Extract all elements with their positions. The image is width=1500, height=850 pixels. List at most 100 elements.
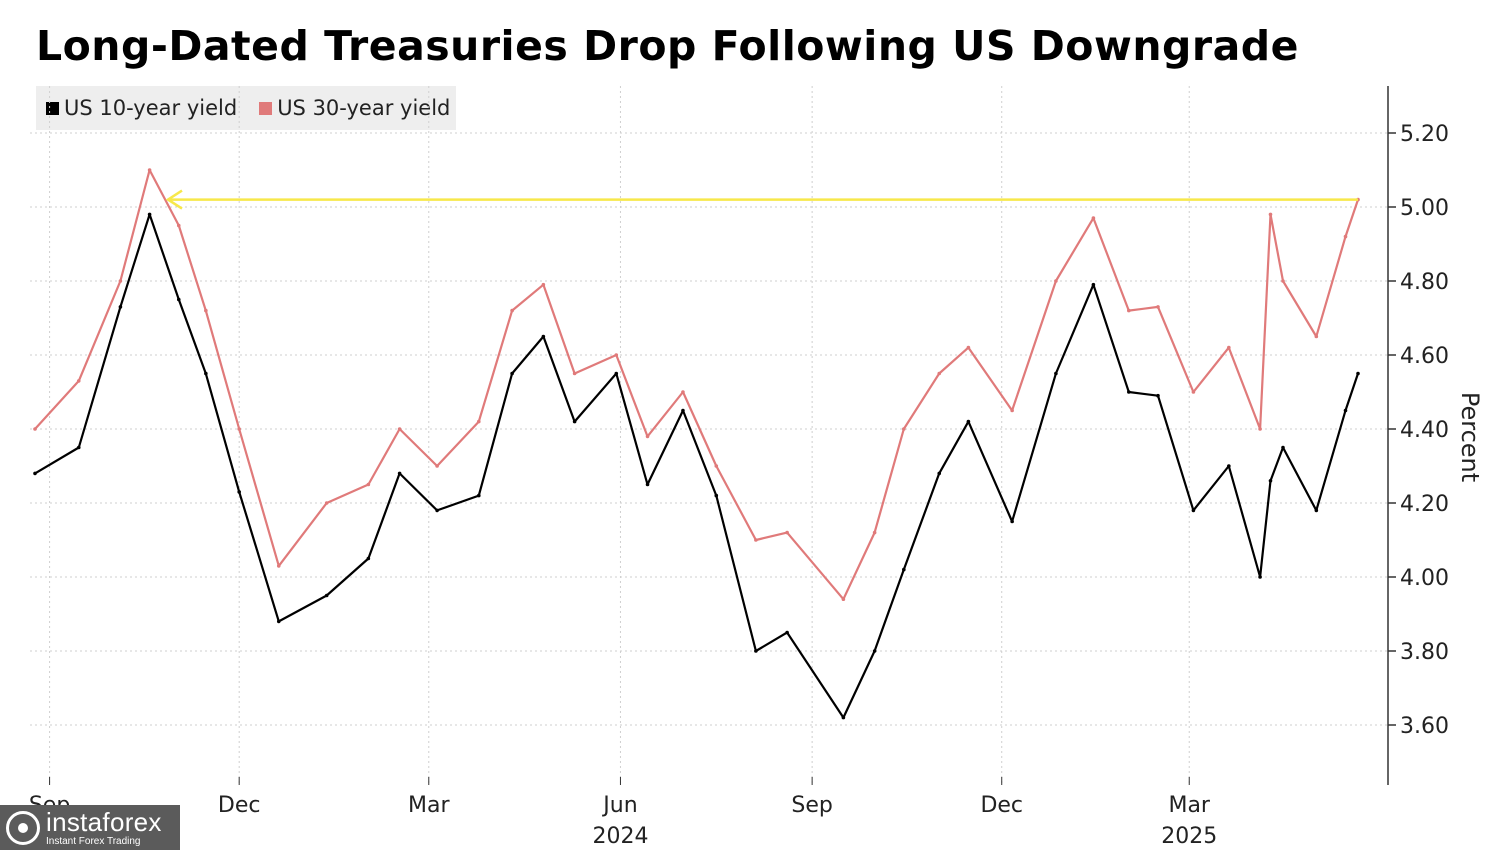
data-point-10y bbox=[76, 445, 81, 450]
y-tick-label: 4.40 bbox=[1400, 418, 1449, 443]
data-point-10y bbox=[1054, 371, 1058, 376]
data-point-30y bbox=[572, 371, 577, 376]
y-tick-label: 3.80 bbox=[1400, 640, 1449, 665]
data-point-30y bbox=[397, 427, 402, 431]
data-point-10y bbox=[681, 408, 685, 413]
data-point-30y bbox=[1127, 308, 1131, 313]
data-point-30y bbox=[118, 279, 123, 283]
series-line-30y bbox=[33, 168, 1360, 601]
data-point-10y bbox=[147, 212, 152, 217]
data-point-30y bbox=[754, 538, 758, 542]
data-point-30y bbox=[872, 530, 877, 535]
data-point-30y bbox=[902, 427, 906, 431]
data-point-30y bbox=[1343, 234, 1348, 239]
legend-item-10y: US 10-year yield bbox=[46, 96, 237, 120]
data-point-10y bbox=[1010, 519, 1014, 524]
data-point-30y bbox=[1281, 279, 1285, 283]
data-point-10y bbox=[510, 371, 514, 376]
data-point-30y bbox=[1191, 390, 1196, 394]
data-point-10y bbox=[176, 297, 181, 302]
data-point-30y bbox=[1258, 427, 1262, 431]
watermark-tagline: Instant Forex Trading bbox=[46, 835, 141, 847]
data-point-10y bbox=[872, 649, 877, 653]
watermark: instaforex Instant Forex Trading bbox=[0, 805, 180, 850]
grid bbox=[30, 86, 1388, 785]
data-point-10y bbox=[785, 630, 789, 635]
data-point-10y bbox=[1191, 508, 1196, 513]
data-point-30y bbox=[937, 371, 942, 376]
data-point-10y bbox=[204, 371, 208, 376]
x-axis: SepDecMarJunSepDecMar20242025 bbox=[29, 777, 1217, 849]
x-tick-label: Mar bbox=[1168, 793, 1210, 818]
data-point-30y bbox=[510, 308, 514, 313]
series-layer bbox=[33, 168, 1360, 720]
data-point-30y bbox=[714, 464, 719, 468]
data-point-10y bbox=[1258, 575, 1262, 579]
chart-title: Long-Dated Treasuries Drop Following US … bbox=[36, 22, 1299, 70]
data-point-30y bbox=[1156, 305, 1160, 309]
data-point-10y bbox=[397, 471, 402, 476]
data-point-10y bbox=[276, 619, 281, 624]
data-point-30y bbox=[1054, 279, 1058, 283]
x-tick-label: Jun bbox=[601, 793, 637, 818]
data-point-30y bbox=[1227, 345, 1231, 350]
legend-item-30y: US 30-year yield bbox=[259, 96, 450, 120]
data-point-10y bbox=[1356, 371, 1360, 376]
y-tick-label: 5.00 bbox=[1400, 196, 1449, 221]
data-point-10y bbox=[1156, 393, 1160, 398]
annotation-arrowhead bbox=[165, 189, 183, 210]
data-point-30y bbox=[76, 379, 81, 383]
y-axis: 3.60 3.80 4.00 4.20 4.40 4.60 4.80 5.00 5.20 Perc… bbox=[1387, 86, 1484, 785]
data-point-10y bbox=[366, 556, 371, 561]
data-point-10y bbox=[541, 334, 546, 339]
data-point-10y bbox=[1268, 479, 1273, 483]
data-point-10y bbox=[902, 567, 906, 572]
data-point-30y bbox=[1314, 334, 1319, 339]
series-line-10y bbox=[33, 213, 1360, 719]
data-point-10y bbox=[841, 715, 846, 720]
y-axis-title: Percent bbox=[1456, 392, 1484, 482]
data-point-30y bbox=[645, 434, 650, 439]
y-tick-label: 4.60 bbox=[1400, 344, 1449, 369]
data-point-10y bbox=[614, 371, 619, 376]
legend: US 10-year yield US 30-year yield bbox=[36, 86, 456, 130]
x-tick-label: Dec bbox=[980, 793, 1023, 818]
x-year-label: 2024 bbox=[592, 824, 648, 849]
y-tick-label: 4.80 bbox=[1400, 270, 1449, 295]
data-point-30y bbox=[324, 501, 329, 505]
data-point-10y bbox=[1314, 508, 1319, 513]
data-point-10y bbox=[324, 593, 329, 598]
y-tick-label: 4.20 bbox=[1400, 492, 1449, 517]
y-tick-label: 5.20 bbox=[1400, 122, 1449, 147]
data-point-30y bbox=[966, 345, 971, 350]
data-point-30y bbox=[435, 464, 439, 468]
data-point-10y bbox=[118, 305, 123, 309]
legend-label-10y: US 10-year yield bbox=[64, 96, 238, 120]
data-point-10y bbox=[966, 419, 971, 424]
x-tick-label: Dec bbox=[218, 793, 261, 818]
data-point-10y bbox=[1343, 408, 1348, 413]
y-tick-label: 4.00 bbox=[1400, 566, 1449, 591]
data-point-10y bbox=[572, 419, 577, 424]
data-point-10y bbox=[33, 471, 37, 476]
x-tick-label: Sep bbox=[791, 793, 832, 818]
data-point-30y bbox=[366, 482, 371, 487]
data-point-30y bbox=[541, 282, 546, 287]
data-point-30y bbox=[1091, 216, 1096, 220]
data-point-30y bbox=[841, 597, 846, 601]
data-point-10y bbox=[937, 471, 942, 476]
data-point-10y bbox=[476, 493, 481, 498]
data-point-30y bbox=[1268, 212, 1273, 217]
data-point-10y bbox=[714, 493, 719, 498]
annotation-layer bbox=[165, 189, 1358, 210]
data-point-30y bbox=[237, 427, 241, 431]
watermark-brand: instaforex bbox=[46, 806, 162, 837]
data-point-30y bbox=[204, 308, 208, 313]
data-point-10y bbox=[645, 482, 650, 487]
data-point-30y bbox=[614, 353, 619, 357]
data-point-30y bbox=[785, 530, 789, 535]
data-point-30y bbox=[33, 427, 37, 431]
data-point-10y bbox=[1227, 464, 1231, 468]
data-point-10y bbox=[1281, 445, 1285, 450]
